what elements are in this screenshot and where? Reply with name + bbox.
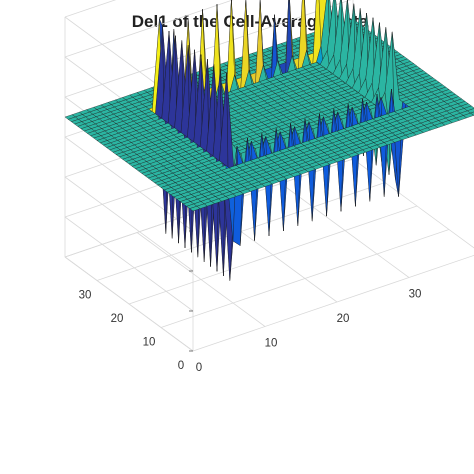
- axis-tick-labels: 0 10 20 30 0 10 20 30: [79, 110, 422, 374]
- grid-line: [64, 0, 234, 58]
- y-tick-label: 20: [111, 313, 124, 325]
- grid-line: [160, 229, 450, 328]
- x-tick-label: 0: [196, 362, 202, 374]
- surface-patch: [470, 111, 474, 116]
- x-tick-label: 20: [337, 313, 350, 325]
- y-tick-label: 10: [143, 337, 156, 349]
- x-tick-label: 30: [409, 289, 422, 301]
- grid-line: [64, 216, 194, 312]
- surface-patch: [467, 108, 474, 114]
- surface-mesh: [64, 0, 474, 281]
- chart-title: Del1 of the Cell-Average Data: [132, 12, 369, 31]
- x-tick-label: 10: [265, 338, 278, 350]
- grid-line: [128, 205, 418, 305]
- grid-line: [192, 254, 474, 352]
- y-tick-label: 0: [178, 360, 184, 372]
- y-tick-label: 30: [79, 290, 92, 302]
- grid-line: [64, 0, 117, 18]
